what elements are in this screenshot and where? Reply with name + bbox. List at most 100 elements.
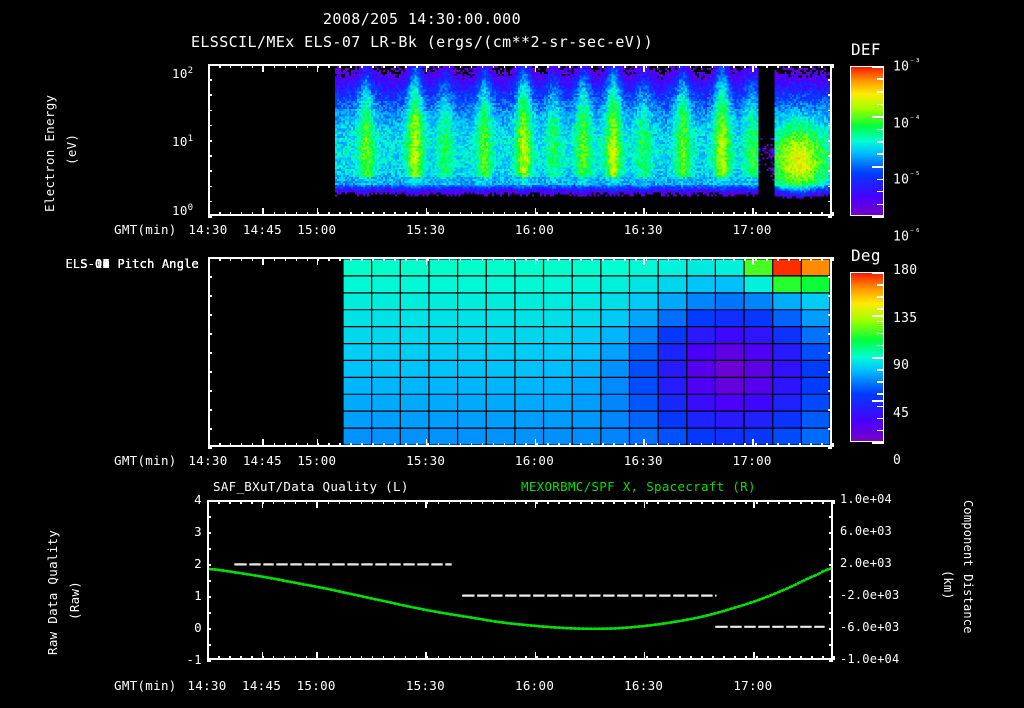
axis-tick [503, 257, 506, 261]
axis-tick [667, 443, 670, 447]
axis-tick [828, 155, 832, 157]
axis-tick [240, 443, 243, 447]
axis-tick [481, 656, 484, 660]
xtick-label: 17:00 [733, 678, 773, 693]
ytick-label-right: 6.0e+03 [840, 524, 892, 538]
axis-tick [416, 64, 418, 68]
axis-tick [382, 500, 385, 504]
axis-tick [534, 439, 537, 447]
axis-tick [700, 64, 703, 68]
axis-tick [208, 155, 212, 157]
axis-tick [700, 257, 703, 261]
axis-tick [283, 500, 286, 504]
axis-tick [580, 656, 582, 660]
axis-tick [295, 212, 298, 216]
axis-tick [722, 64, 725, 68]
axis-tick [645, 64, 648, 68]
axis-tick [828, 200, 832, 203]
axis-tick [207, 500, 211, 502]
axis-tick [448, 500, 451, 504]
axis-tick [821, 257, 823, 261]
axis-tick [829, 564, 833, 566]
colorbar-minor-tick [877, 153, 884, 155]
axis-tick [755, 64, 757, 68]
axis-tick [833, 656, 835, 660]
axis-tick [426, 443, 429, 447]
axis-tick [602, 64, 604, 68]
axis-tick [828, 79, 832, 81]
axis-tick [208, 276, 212, 278]
axis-tick [828, 185, 832, 188]
axis-tick [828, 216, 832, 218]
axis-tick [828, 409, 832, 411]
axis-tick [361, 212, 363, 216]
axis-tick [828, 352, 832, 354]
pitch-angle-row-label: ELS-02 Pitch Angle [65, 257, 199, 271]
axis-tick [591, 64, 593, 68]
axis-tick [208, 257, 212, 259]
axis-tick [207, 612, 211, 614]
axis-tick [828, 140, 832, 142]
axis-tick [828, 170, 832, 172]
axis-tick [306, 257, 309, 261]
timeseries-ylabel-left-1-text: Raw Data Quality [45, 529, 60, 655]
colorbar-minor-tick [877, 284, 884, 286]
axis-tick [810, 257, 812, 261]
xtick-label: 16:00 [514, 222, 555, 237]
timeseries-axis-ticks [207, 500, 835, 662]
colorbar-major-tick [872, 357, 884, 359]
axis-tick [580, 64, 582, 68]
axis-tick [360, 500, 363, 504]
deg-colorbar [850, 272, 884, 444]
axis-tick [514, 64, 517, 68]
axis-tick [591, 257, 593, 261]
pitch-angle-row-labels: ELS-11 Pitch Angle ELS-10 Pitch Angle ELS-… [0, 257, 205, 447]
axis-tick [613, 500, 615, 504]
axis-tick [789, 500, 791, 504]
axis-tick [788, 64, 790, 68]
axis-tick [503, 212, 506, 216]
axis-tick [832, 257, 834, 261]
axis-tick [208, 390, 212, 392]
axis-tick [777, 212, 779, 216]
spectrogram-ylabel-text1: Electron Energy [42, 94, 57, 212]
axis-tick [470, 656, 473, 660]
colorbar-major-tick [872, 66, 884, 68]
axis-tick [208, 439, 210, 447]
axis-tick [602, 212, 604, 216]
axis-tick [777, 443, 779, 447]
deg-colorbar-label: Deg [851, 246, 881, 265]
axis-tick [821, 64, 823, 68]
xtick-label: 17:00 [732, 453, 772, 468]
axis-tick [829, 612, 833, 614]
axis-tick [492, 443, 495, 447]
colorbar-tick-label: 10⁻⁴ [893, 114, 921, 131]
timeseries-ytick-labels-right: 1.0e+04 6.0e+03 2.0e+03 -2.0e+03 -6.0e+03 -1.… [840, 490, 950, 670]
pitch-angle-row-label: ELS-01 Pitch Angle [65, 257, 199, 271]
axis-tick [788, 212, 790, 216]
axis-tick [425, 439, 428, 447]
axis-tick [752, 652, 755, 660]
axis-tick [514, 257, 517, 261]
axis-tick [207, 596, 211, 598]
axis-tick [569, 257, 571, 261]
spectrogram-ytick-1: 101 [172, 134, 194, 150]
axis-tick [712, 500, 714, 504]
axis-tick [712, 656, 714, 660]
axis-tick [295, 64, 298, 68]
axis-tick [833, 500, 835, 504]
axis-tick [733, 212, 736, 216]
def-colorbar-ticks [850, 66, 884, 218]
axis-tick [828, 314, 832, 316]
axis-tick [306, 212, 309, 216]
axis-tick [217, 656, 220, 660]
colorbar-tick-label: 10⁻⁵ [893, 171, 921, 188]
axis-tick [821, 443, 823, 447]
xtick-label: 16:30 [624, 678, 664, 693]
axis-tick [811, 500, 813, 504]
axis-tick [829, 548, 833, 550]
axis-tick [829, 644, 833, 646]
axis-tick [250, 656, 253, 660]
axis-tick [755, 443, 757, 447]
axis-tick [338, 656, 341, 660]
